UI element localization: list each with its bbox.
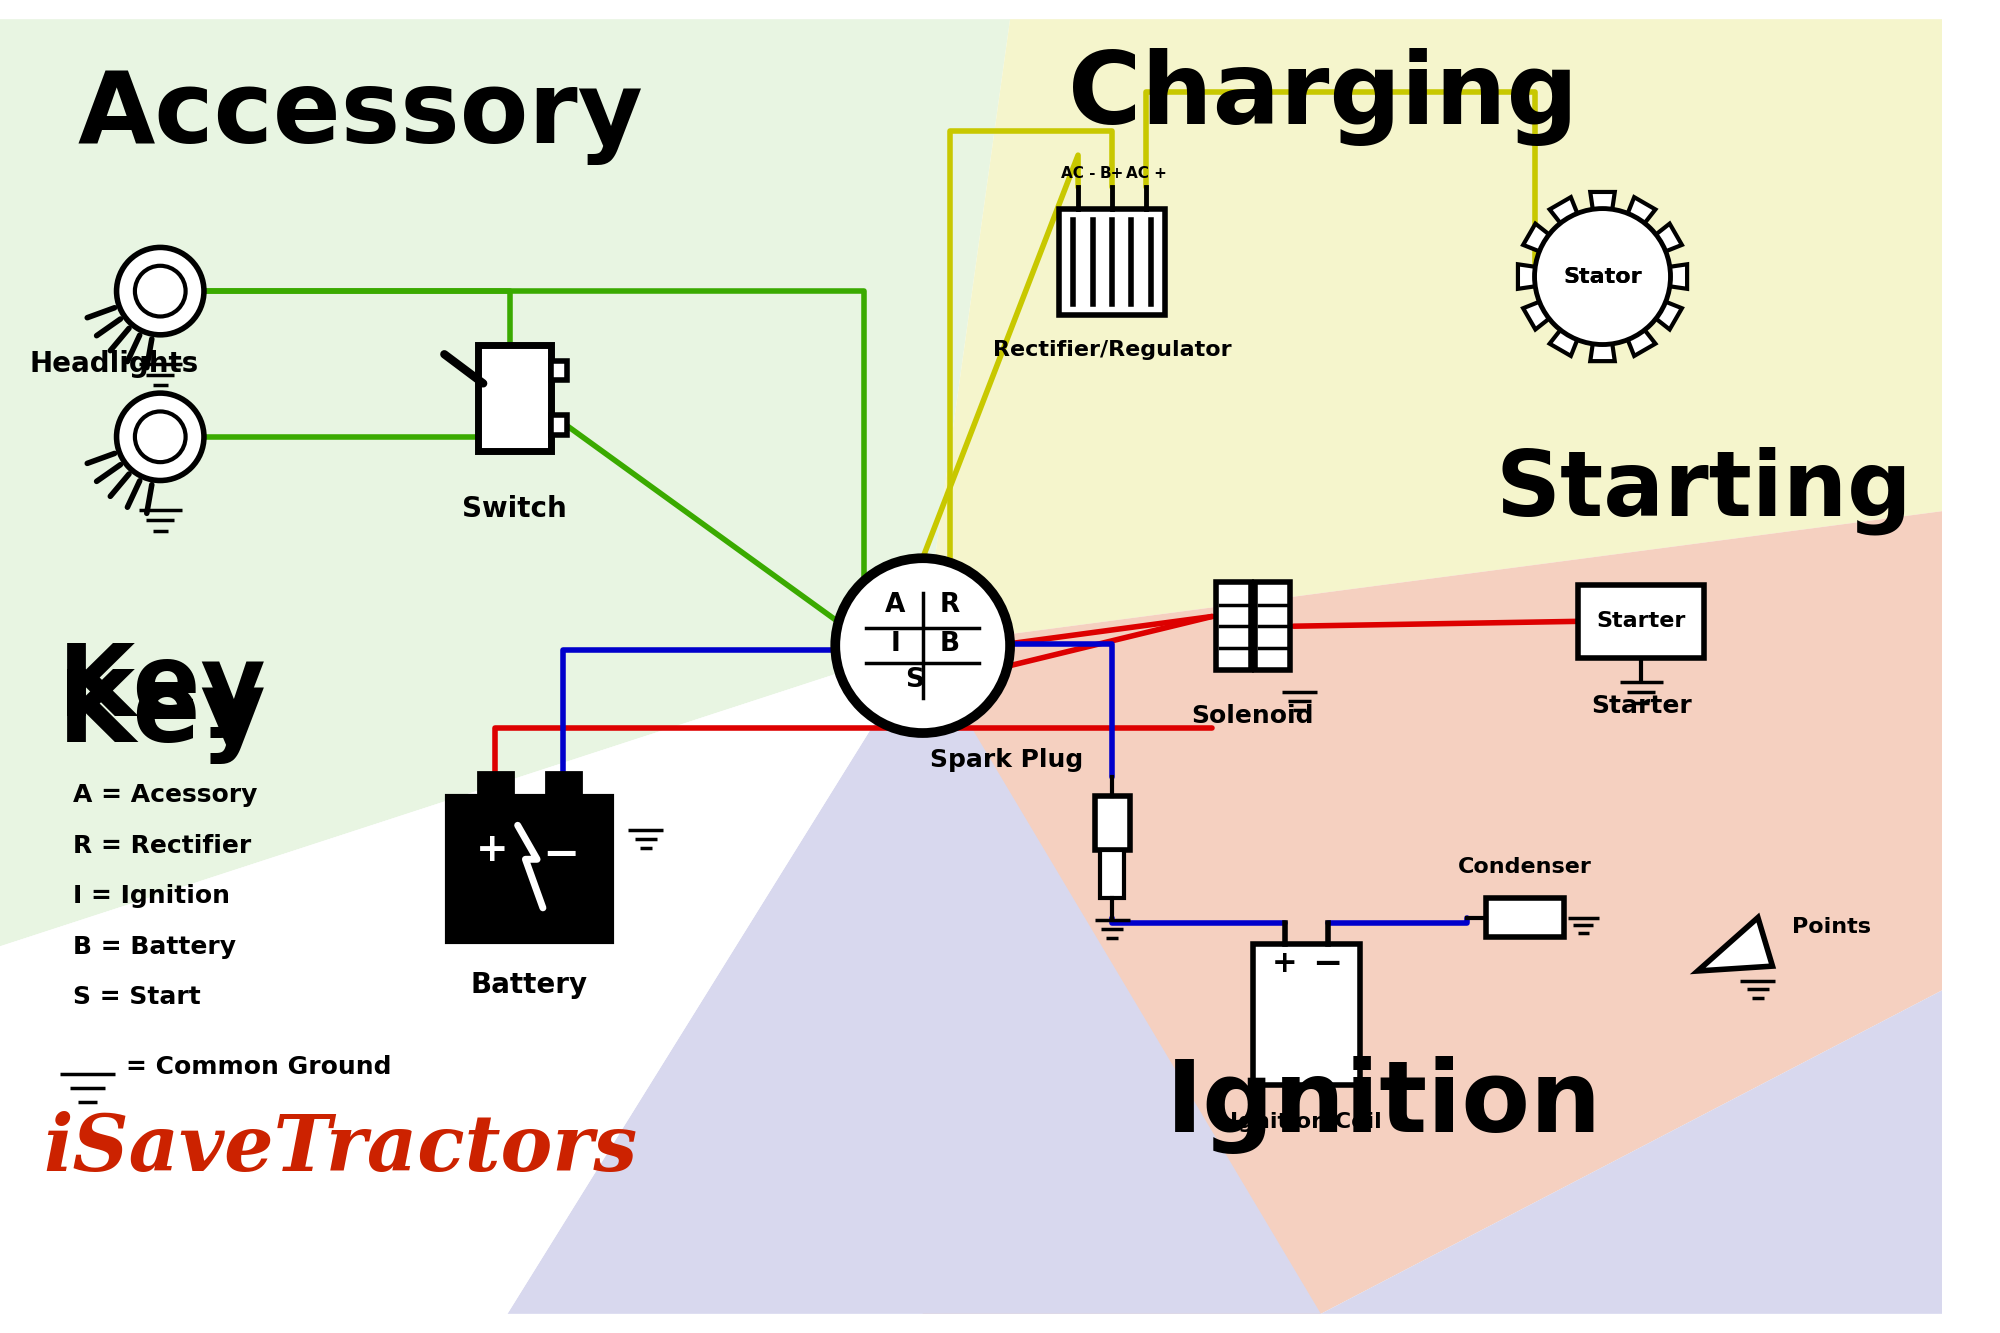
Text: Starting: Starting xyxy=(1496,447,1912,535)
FancyBboxPatch shape xyxy=(1094,796,1130,849)
Text: Charging: Charging xyxy=(1068,48,1578,147)
FancyBboxPatch shape xyxy=(1058,208,1166,316)
Text: B = Battery: B = Battery xyxy=(72,934,236,958)
FancyBboxPatch shape xyxy=(1578,585,1704,657)
FancyBboxPatch shape xyxy=(1254,583,1290,670)
Text: iSaveTractors: iSaveTractors xyxy=(44,1112,638,1188)
Polygon shape xyxy=(1550,197,1578,223)
Polygon shape xyxy=(1698,917,1772,970)
Text: I: I xyxy=(890,631,900,657)
Text: −: − xyxy=(1312,946,1342,981)
Text: A = Acessory: A = Acessory xyxy=(72,782,258,806)
Text: B+: B+ xyxy=(1100,167,1124,181)
Text: Solenoid: Solenoid xyxy=(1192,704,1314,728)
Polygon shape xyxy=(922,19,1942,645)
FancyBboxPatch shape xyxy=(552,416,566,435)
Text: B: B xyxy=(940,631,960,657)
Polygon shape xyxy=(0,19,1010,946)
Circle shape xyxy=(134,265,186,316)
Text: Ignition Coil: Ignition Coil xyxy=(1230,1112,1382,1132)
Text: A: A xyxy=(886,592,906,617)
Polygon shape xyxy=(1590,192,1614,209)
Circle shape xyxy=(116,393,204,480)
Polygon shape xyxy=(1524,301,1550,329)
Text: Key: Key xyxy=(58,641,266,737)
Text: AC -: AC - xyxy=(1060,167,1096,181)
Text: Rectifier/Regulator: Rectifier/Regulator xyxy=(992,340,1232,360)
Polygon shape xyxy=(1590,344,1614,361)
FancyBboxPatch shape xyxy=(446,796,612,942)
Polygon shape xyxy=(508,645,1942,1314)
Polygon shape xyxy=(1550,331,1578,356)
Polygon shape xyxy=(1628,197,1656,223)
Text: S = Start: S = Start xyxy=(72,985,200,1009)
FancyBboxPatch shape xyxy=(478,344,552,452)
Text: Starter: Starter xyxy=(1590,694,1692,718)
Text: AC +: AC + xyxy=(1126,167,1166,181)
Text: Stator: Stator xyxy=(1564,267,1642,287)
Text: Accessory: Accessory xyxy=(78,68,644,165)
Text: S: S xyxy=(906,666,924,693)
Text: +: + xyxy=(476,830,508,869)
Text: Battery: Battery xyxy=(470,970,588,998)
Polygon shape xyxy=(922,511,1942,1314)
Polygon shape xyxy=(1670,264,1688,289)
Text: Switch: Switch xyxy=(462,495,568,523)
Polygon shape xyxy=(1518,264,1536,289)
Polygon shape xyxy=(1656,301,1682,329)
Polygon shape xyxy=(0,645,922,1314)
Text: Stator: Stator xyxy=(1564,267,1642,287)
Text: −: − xyxy=(542,833,580,876)
FancyBboxPatch shape xyxy=(552,361,566,380)
Circle shape xyxy=(1534,208,1670,344)
Text: I = Ignition: I = Ignition xyxy=(72,884,230,908)
FancyBboxPatch shape xyxy=(546,772,580,796)
Polygon shape xyxy=(1656,224,1682,252)
Text: Condenser: Condenser xyxy=(1458,857,1592,877)
FancyBboxPatch shape xyxy=(1252,944,1360,1085)
Text: Points: Points xyxy=(1792,917,1870,937)
Text: R = Rectifier: R = Rectifier xyxy=(72,833,252,857)
FancyBboxPatch shape xyxy=(478,772,512,796)
Polygon shape xyxy=(1524,224,1550,252)
FancyBboxPatch shape xyxy=(1486,898,1564,937)
Polygon shape xyxy=(1628,331,1656,356)
Text: Key: Key xyxy=(58,666,266,764)
Text: +: + xyxy=(1272,949,1298,978)
Circle shape xyxy=(836,559,1010,733)
Text: Spark Plug: Spark Plug xyxy=(930,748,1082,772)
Text: Headlights: Headlights xyxy=(30,351,198,379)
Text: Ignition: Ignition xyxy=(1166,1056,1602,1153)
Circle shape xyxy=(116,248,204,335)
Text: = Common Ground: = Common Ground xyxy=(126,1054,392,1078)
Text: R: R xyxy=(940,592,960,617)
FancyBboxPatch shape xyxy=(1216,583,1250,670)
Text: Starter: Starter xyxy=(1596,612,1686,632)
Circle shape xyxy=(134,412,186,463)
FancyBboxPatch shape xyxy=(1100,849,1124,898)
